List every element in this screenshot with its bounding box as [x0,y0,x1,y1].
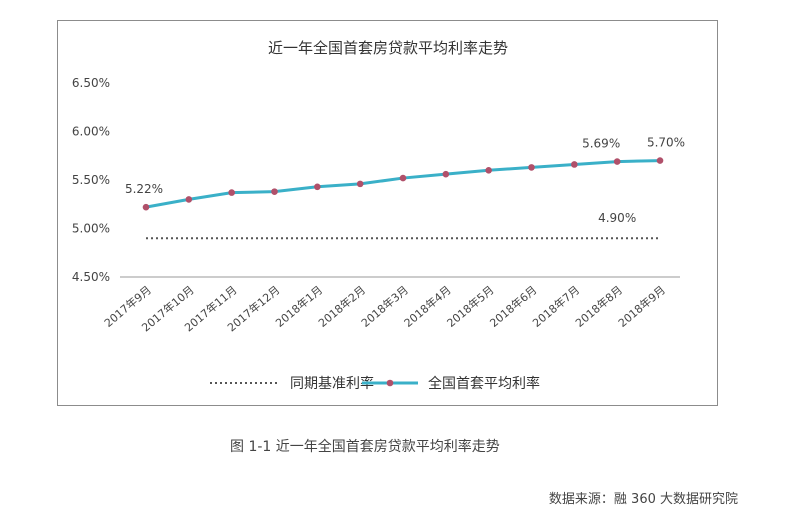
data-label: 5.70% [647,136,685,150]
y-tick-label: 6.50% [72,76,110,90]
line-chart: 近一年全国首套房贷款平均利率走势 6.50% 6.00% 5.50% 5.00% 4.50… [72,39,685,392]
y-tick-label: 5.50% [72,173,110,187]
data-point [442,170,450,178]
data-point [185,196,193,203]
data-point [613,158,621,165]
data-point [571,161,578,168]
data-label: 5.69% [582,137,620,151]
data-point [142,203,150,211]
data-point [485,167,492,174]
data-label: 5.22% [125,182,163,196]
data-label: 4.90% [598,211,636,225]
data-point [356,180,364,188]
data-point [399,174,407,182]
figure-caption: 图 1-1 近一年全国首套房贷款平均利率走势 [230,439,500,455]
data-point [528,164,535,171]
data-source: 数据来源：融 360 大数据研究院 [548,492,738,507]
chart-frame: 近一年全国首套房贷款平均利率走势 6.50% 6.00% 5.50% 5.00% 4.50… [57,20,718,406]
x-tick-label: 2018年9月 [615,283,668,330]
series-line-first-home-rate [145,159,661,209]
data-point [656,157,664,164]
legend-label: 全国首套平均利率 [428,375,540,392]
data-point [228,189,235,196]
y-tick-label: 5.00% [72,222,110,236]
y-tick-label: 6.00% [72,125,110,139]
legend-label: 同期基准利率 [290,375,374,392]
data-point [271,188,278,195]
data-point [314,183,321,191]
legend-marker [386,379,394,387]
y-tick-label: 4.50% [72,270,110,284]
chart-title: 近一年全国首套房贷款平均利率走势 [268,39,508,57]
